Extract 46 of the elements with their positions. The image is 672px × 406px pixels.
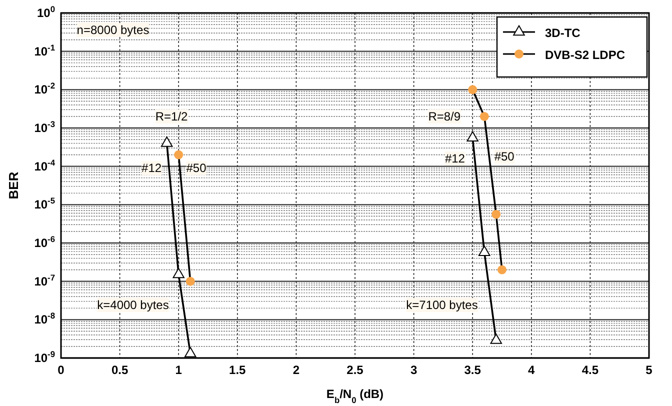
y-tick-label: 10$^{-3}$: [34, 119, 56, 135]
point: [160, 136, 173, 147]
point: [498, 265, 506, 274]
x-tick-label: 0: [58, 363, 65, 377]
point: [174, 150, 184, 160]
annotation: k=7100 bytes: [406, 298, 478, 312]
point: [468, 85, 478, 94]
annotation: R=8/9: [428, 109, 461, 124]
annotation: n=8000 bytes: [76, 23, 150, 37]
annotation: #12: [142, 161, 162, 176]
x-tick-label: 1: [175, 363, 182, 377]
point: [184, 346, 196, 358]
point: [186, 276, 195, 286]
x-tick-label: 5: [646, 363, 653, 377]
legend-label: DVB-S2 LDPC: [545, 48, 626, 62]
annotation: #50: [186, 161, 207, 176]
point: [172, 268, 184, 278]
y-tick-label: 10$^{-8}$: [34, 310, 56, 327]
y-tick-label: 10$^{-5}$: [34, 196, 56, 212]
x-tick-label: 1.5: [229, 363, 246, 377]
point: [490, 334, 502, 344]
x-tick-label: 3.5: [464, 363, 482, 377]
y-tick-label: 10$^{0}$: [36, 4, 56, 20]
legend-label: 3D-TC: [545, 26, 581, 40]
annotation: R=1/2: [155, 109, 188, 124]
x-tick-label: 4.5: [582, 363, 599, 377]
point: [492, 210, 501, 219]
x-tick-label: 2.5: [346, 363, 364, 377]
point: [466, 131, 478, 142]
annotation: #12: [444, 152, 466, 166]
y-tick-label: 10$^{-6}$: [34, 234, 56, 250]
x-tick-label: 2: [292, 363, 300, 377]
point: [480, 112, 489, 121]
y-axis-title: BER: [6, 171, 21, 200]
annotation: k=4000 bytes: [97, 298, 169, 312]
x-tick-label: 3: [410, 363, 418, 377]
y-tick-label: 10$^{-1}$: [34, 42, 56, 58]
y-tick-label: 10$^{-4}$: [34, 157, 56, 174]
y-tick-label: 10$^{-7}$: [34, 272, 56, 288]
point: [478, 246, 490, 256]
annotation: #50: [494, 150, 515, 164]
x-tick-label: 0.5: [111, 363, 128, 377]
y-tick-label: 10$^{-9}$: [34, 349, 56, 365]
x-tick-label: 4: [528, 363, 536, 377]
x-axis-title: E$_{b}$/N$_{0}$ (dB): [326, 387, 384, 405]
y-tick-label: 10$^{-2}$: [34, 80, 56, 97]
